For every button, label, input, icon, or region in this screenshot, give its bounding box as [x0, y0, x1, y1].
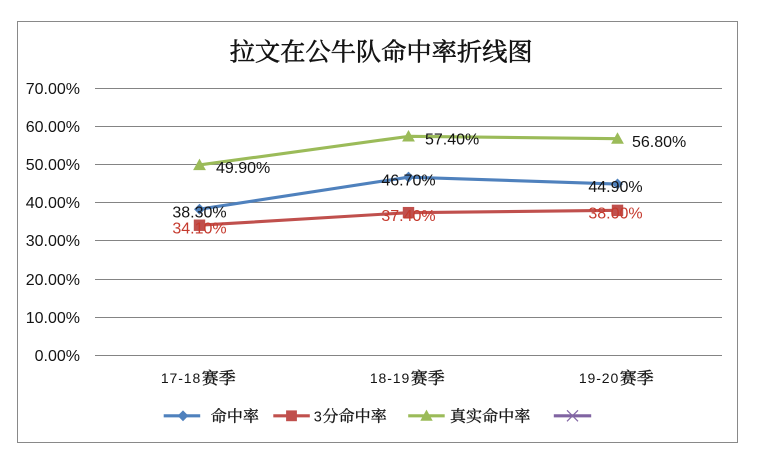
svg-text:0.00%: 0.00% — [35, 348, 80, 365]
svg-text:10.00%: 10.00% — [26, 310, 80, 327]
svg-text:37.40%: 37.40% — [381, 208, 435, 225]
svg-text:30.00%: 30.00% — [26, 233, 80, 250]
svg-text:38.30%: 38.30% — [172, 204, 226, 221]
svg-text:20.00%: 20.00% — [26, 272, 80, 289]
svg-text:40.00%: 40.00% — [26, 195, 80, 212]
svg-text:3: 3 — [314, 409, 322, 425]
svg-text:57.40%: 57.40% — [425, 132, 479, 149]
svg-text:18-19: 18-19 — [370, 370, 410, 386]
svg-text:60.00%: 60.00% — [26, 119, 80, 136]
svg-text:34.10%: 34.10% — [172, 220, 226, 237]
svg-text:70.00%: 70.00% — [26, 81, 80, 98]
svg-text:56.80%: 56.80% — [632, 134, 686, 151]
svg-text:49.90%: 49.90% — [216, 160, 270, 177]
svg-text:38.00%: 38.00% — [588, 206, 642, 223]
svg-text:44.90%: 44.90% — [588, 179, 642, 196]
svg-text:17-18: 17-18 — [161, 370, 201, 386]
svg-text:19-20: 19-20 — [579, 370, 619, 386]
svg-text:50.00%: 50.00% — [26, 157, 80, 174]
svg-text:46.70%: 46.70% — [381, 172, 435, 189]
